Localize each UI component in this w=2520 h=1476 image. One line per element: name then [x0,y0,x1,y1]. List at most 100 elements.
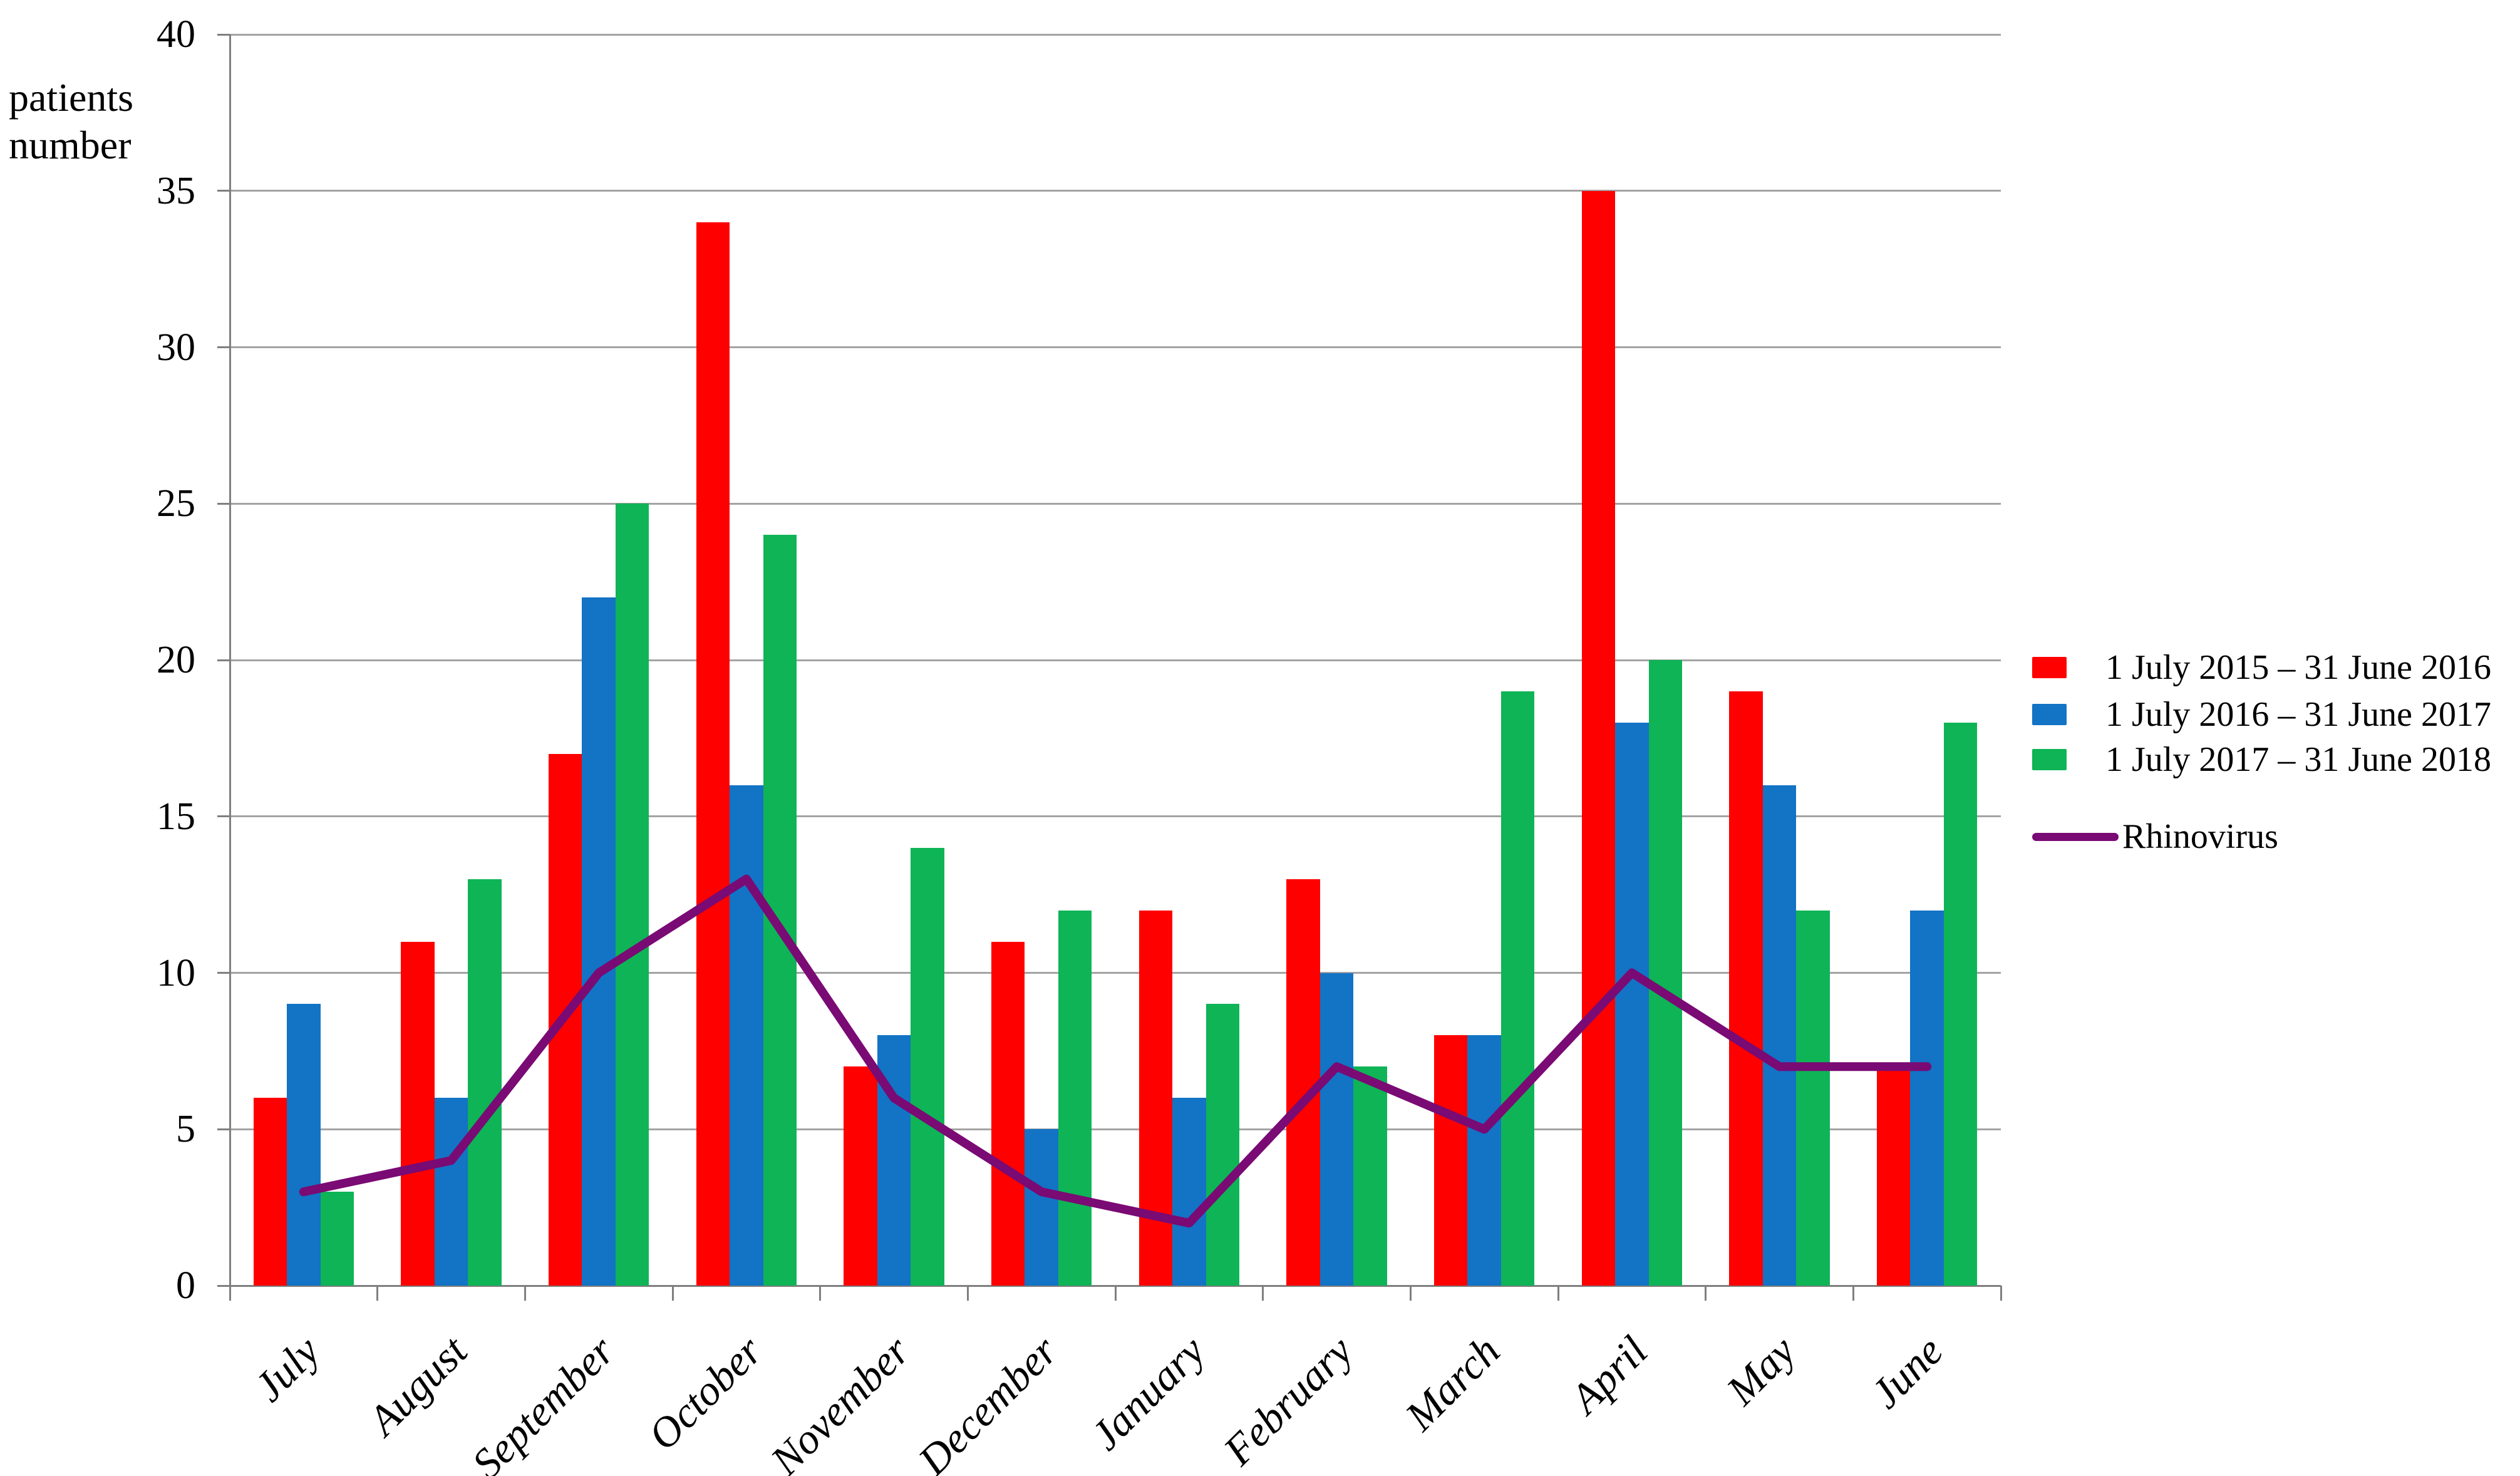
legend-swatch-2015-2016-red [2032,657,2067,678]
gridline-35 [230,190,2001,192]
x-tick-8 [1409,1286,1412,1301]
bar-s2-february [1353,1066,1387,1286]
bar-s0-august [401,941,435,1286]
x-label-march: March [1396,1326,1509,1440]
y-axis-line [229,34,231,1288]
bar-s2-may [1796,910,1830,1286]
bar-s1-october [730,785,763,1286]
bar-s0-december [991,941,1025,1286]
y-tick-label-30: 30 [157,326,195,369]
gridline-15 [230,815,2001,818]
y-axis-title: patients number [9,74,133,168]
y-tick-15 [217,815,230,818]
bar-s1-august [434,1098,468,1286]
x-tick-6 [1114,1286,1117,1301]
x-tick-0 [229,1286,231,1301]
gridline-30 [230,346,2001,348]
bar-s0-july [253,1098,287,1286]
bar-s1-september [582,597,616,1286]
y-tick-label-40: 40 [157,13,195,56]
gridline-10 [230,972,2001,974]
x-tick-4 [819,1286,822,1301]
y-tick-label-35: 35 [157,169,195,212]
legend-swatch-2017-2018-green [2032,749,2067,770]
y-tick-label-5: 5 [176,1108,195,1151]
gridline-5 [230,1128,2001,1130]
y-tick-35 [217,190,230,192]
rhinovirus-line [299,874,1932,1228]
legend-label-2017-2018: 1 July 2017 – 31 June 2018 [2105,740,2491,779]
bar-s0-march [1433,1035,1468,1286]
x-label-february: February [1214,1326,1361,1475]
gridline-25 [230,502,2001,505]
x-label-june: June [1861,1326,1952,1418]
bar-s2-august [468,879,502,1286]
y-tick-label-20: 20 [157,639,195,681]
x-label-august: August [358,1326,476,1445]
bar-s1-january [1172,1098,1206,1286]
legend-label-rhinovirus: Rhinovirus [2122,817,2278,856]
bar-s2-january [1206,1004,1240,1286]
x-label-november: November [761,1326,919,1476]
legend-item-2016-2017: 1 July 2016 – 31 June 2017 [2032,693,2491,736]
y-tick-5 [217,1128,230,1130]
x-tick-1 [376,1286,379,1301]
legend-item-2017-2018: 1 July 2017 – 31 June 2018 [2032,738,2491,782]
legend-label-2016-2017: 1 July 2016 – 31 June 2017 [2105,695,2491,734]
bar-s0-november [844,1066,877,1286]
bar-s2-april [1648,660,1683,1286]
x-label-may: May [1717,1326,1804,1414]
gridline-40 [230,33,2001,36]
legend-item-rhinovirus: Rhinovirus [2032,815,2278,859]
y-tick-40 [217,33,230,36]
bar-s2-july [320,1192,354,1286]
y-tick-30 [217,346,230,348]
bar-s0-april [1581,190,1616,1286]
bar-s1-april [1615,722,1649,1286]
bar-s2-november [911,847,944,1286]
y-tick-label-15: 15 [157,795,195,838]
x-label-september: September [462,1326,624,1476]
x-tick-2 [524,1286,526,1301]
bar-s1-december [1025,1129,1058,1286]
x-tick-3 [671,1286,674,1301]
legend-swatch-2016-2017-blue [2032,704,2067,725]
bar-s1-june [1910,910,1944,1286]
y-tick-0 [217,1284,230,1287]
x-label-january: January [1081,1326,1214,1460]
x-tick-7 [1262,1286,1264,1301]
x-label-october: October [638,1326,772,1460]
bar-s2-march [1500,691,1535,1286]
legend-item-2015-2016: 1 July 2015 – 31 June 2016 [2032,646,2491,689]
y-tick-label-10: 10 [157,951,195,994]
x-tick-12 [2000,1286,2002,1301]
bar-s1-july [287,1004,321,1286]
bar-s1-march [1467,1035,1501,1286]
x-tick-5 [966,1286,969,1301]
x-label-december: December [909,1326,1066,1476]
x-label-april: April [1561,1326,1657,1423]
y-tick-label-0: 0 [176,1264,195,1307]
x-label-july: July [244,1326,329,1411]
x-tick-9 [1557,1286,1559,1301]
bar-s2-june [1943,722,1978,1286]
x-tick-11 [1852,1286,1854,1301]
y-axis-title-line1: patients [9,75,134,120]
bar-s2-december [1058,910,1092,1286]
bar-s1-may [1762,785,1797,1286]
legend-line-swatch-rhinovirus [2032,832,2119,841]
legend-label-2015-2016: 1 July 2015 – 31 June 2016 [2105,648,2491,687]
bar-s0-january [1139,910,1173,1286]
bar-s2-september [615,503,649,1286]
y-axis-title-line2: number [9,122,132,167]
x-tick-10 [1705,1286,1707,1301]
y-tick-25 [217,502,230,505]
bar-s0-february [1286,879,1320,1286]
y-tick-10 [217,972,230,974]
bar-s0-october [696,222,730,1286]
bar-s0-may [1729,691,1763,1286]
